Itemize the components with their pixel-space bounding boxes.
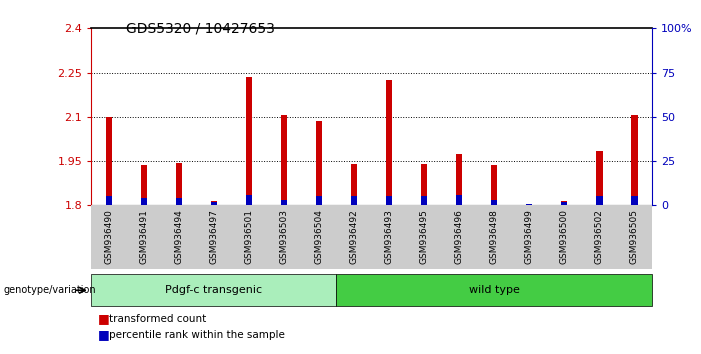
Text: GSM936496: GSM936496 bbox=[455, 209, 463, 264]
Bar bbox=[106, 196, 112, 205]
Text: GSM936491: GSM936491 bbox=[139, 209, 148, 264]
Bar bbox=[596, 196, 603, 205]
Bar bbox=[141, 166, 147, 205]
Bar bbox=[281, 200, 287, 205]
Text: GSM936492: GSM936492 bbox=[350, 209, 358, 264]
Text: GSM936501: GSM936501 bbox=[245, 209, 253, 264]
Text: ■: ■ bbox=[98, 312, 110, 325]
Text: GSM936502: GSM936502 bbox=[595, 209, 604, 264]
Text: Pdgf-c transgenic: Pdgf-c transgenic bbox=[165, 285, 262, 295]
Text: percentile rank within the sample: percentile rank within the sample bbox=[109, 330, 285, 339]
Bar bbox=[246, 77, 252, 205]
Bar bbox=[386, 196, 393, 205]
Text: GSM936493: GSM936493 bbox=[385, 209, 393, 264]
Text: GSM936494: GSM936494 bbox=[175, 209, 183, 264]
Bar bbox=[386, 80, 393, 205]
Bar bbox=[526, 204, 533, 205]
Text: transformed count: transformed count bbox=[109, 314, 206, 324]
Text: GSM936504: GSM936504 bbox=[315, 209, 323, 264]
Bar bbox=[562, 202, 568, 205]
Bar bbox=[421, 164, 428, 205]
Bar bbox=[211, 201, 217, 205]
Bar bbox=[631, 115, 638, 205]
Text: GDS5320 / 10427653: GDS5320 / 10427653 bbox=[126, 21, 275, 35]
Text: GSM936499: GSM936499 bbox=[525, 209, 533, 264]
Text: GSM936490: GSM936490 bbox=[104, 209, 113, 264]
Bar bbox=[456, 195, 463, 205]
Bar bbox=[421, 196, 428, 205]
Text: GSM936500: GSM936500 bbox=[560, 209, 569, 264]
Bar bbox=[316, 196, 322, 205]
Text: genotype/variation: genotype/variation bbox=[4, 285, 96, 295]
Bar bbox=[491, 200, 498, 205]
Text: GSM936505: GSM936505 bbox=[630, 209, 639, 264]
Text: GSM936503: GSM936503 bbox=[280, 209, 288, 264]
Bar bbox=[175, 198, 182, 205]
Bar bbox=[175, 162, 182, 205]
Bar bbox=[491, 166, 498, 205]
Bar bbox=[631, 196, 638, 205]
Bar bbox=[456, 154, 463, 205]
Text: ■: ■ bbox=[98, 328, 110, 341]
Bar bbox=[106, 117, 112, 205]
Bar bbox=[562, 201, 568, 205]
Text: GSM936495: GSM936495 bbox=[420, 209, 428, 264]
Text: GSM936498: GSM936498 bbox=[490, 209, 498, 264]
Bar bbox=[281, 115, 287, 205]
Text: GSM936497: GSM936497 bbox=[210, 209, 218, 264]
Bar bbox=[246, 195, 252, 205]
Bar bbox=[141, 198, 147, 205]
Bar bbox=[351, 196, 358, 205]
Bar bbox=[211, 202, 217, 205]
Text: wild type: wild type bbox=[469, 285, 519, 295]
Bar bbox=[351, 164, 358, 205]
Bar bbox=[596, 151, 603, 205]
Bar bbox=[316, 121, 322, 205]
